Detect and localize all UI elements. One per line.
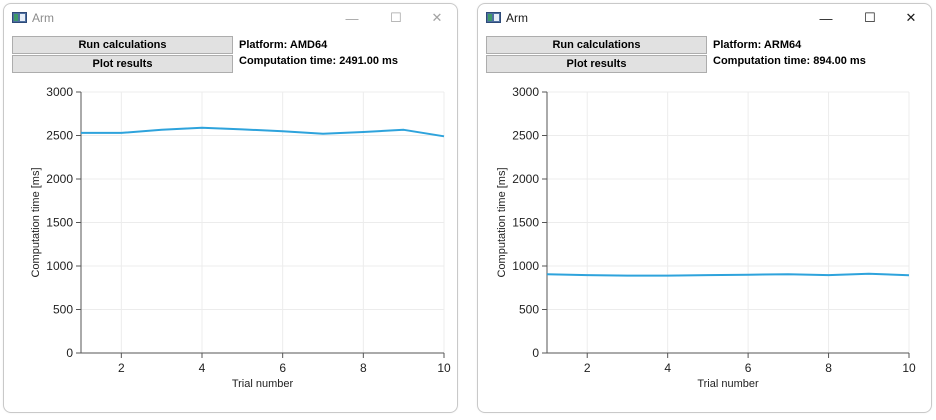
minimize-icon[interactable]: — <box>819 10 833 26</box>
y-tick-label: 2000 <box>46 172 73 186</box>
y-tick-label: 1000 <box>512 259 539 273</box>
y-tick-label: 500 <box>519 303 539 317</box>
computation-time-label: Computation time: 894.00 ms <box>713 55 866 67</box>
app-icon <box>12 12 27 23</box>
computation-time-chart: 0 500 1000 1500 2000 2500 3000 2 4 6 8 10 Trial numb… <box>496 85 916 390</box>
x-tick-label: 4 <box>664 361 671 375</box>
y-tick-label: 1000 <box>46 259 73 273</box>
title-bar[interactable]: Arm — ☐ ✕ <box>4 4 457 32</box>
x-tick-label: 6 <box>279 361 286 375</box>
y-tick-label: 500 <box>53 303 73 317</box>
platform-label: Platform: AMD64 <box>239 39 328 51</box>
y-tick-label: 2500 <box>512 129 539 143</box>
window-title: Arm <box>32 11 54 25</box>
series-line <box>81 126 445 138</box>
y-axis-label: Computation time [ms] <box>30 167 42 277</box>
minimize-icon[interactable]: — <box>345 10 359 26</box>
run-calculations-button[interactable]: Run calculations <box>12 36 233 54</box>
maximize-icon[interactable]: ☐ <box>864 10 876 25</box>
window-arm64: Arm — ☐ ✕ Run calculations Plot results … <box>477 3 932 413</box>
x-tick-label: 8 <box>360 361 367 375</box>
x-tick-label: 10 <box>902 361 916 375</box>
close-icon[interactable]: ✕ <box>905 10 917 25</box>
y-tick-label: 3000 <box>512 85 539 99</box>
y-tick-label: 1500 <box>512 216 539 230</box>
y-axis-label: Computation time [ms] <box>496 167 508 277</box>
x-tick-label: 8 <box>825 361 832 375</box>
maximize-icon[interactable]: ☐ <box>390 10 402 25</box>
x-tick-label: 2 <box>584 361 591 375</box>
y-tick-label: 0 <box>66 346 73 360</box>
y-tick-label: 3000 <box>46 85 73 99</box>
computation-time-label: Computation time: 2491.00 ms <box>239 55 398 67</box>
platform-label: Platform: ARM64 <box>713 39 802 51</box>
x-tick-label: 10 <box>437 361 451 375</box>
title-bar[interactable]: Arm — ☐ ✕ <box>478 4 931 32</box>
window-amd64: Arm — ☐ ✕ Run calculations Plot results … <box>3 3 458 413</box>
y-tick-label: 0 <box>532 346 539 360</box>
close-icon[interactable]: ✕ <box>431 10 443 25</box>
series-line <box>546 272 910 277</box>
x-axis-label: Trial number <box>697 378 759 390</box>
y-tick-label: 1500 <box>46 216 73 230</box>
window-title: Arm <box>506 11 528 25</box>
plot-results-button[interactable]: Plot results <box>12 55 233 73</box>
app-icon <box>486 12 501 23</box>
y-tick-label: 2500 <box>46 129 73 143</box>
x-tick-label: 6 <box>745 361 752 375</box>
x-tick-label: 2 <box>118 361 125 375</box>
y-tick-label: 2000 <box>512 172 539 186</box>
plot-results-button[interactable]: Plot results <box>486 55 707 73</box>
computation-time-chart: 0 500 1000 1500 2000 2500 3000 2 4 6 8 10 Trial numb… <box>30 85 451 390</box>
run-calculations-button[interactable]: Run calculations <box>486 36 707 54</box>
x-tick-label: 4 <box>199 361 206 375</box>
x-axis-label: Trial number <box>232 378 294 390</box>
